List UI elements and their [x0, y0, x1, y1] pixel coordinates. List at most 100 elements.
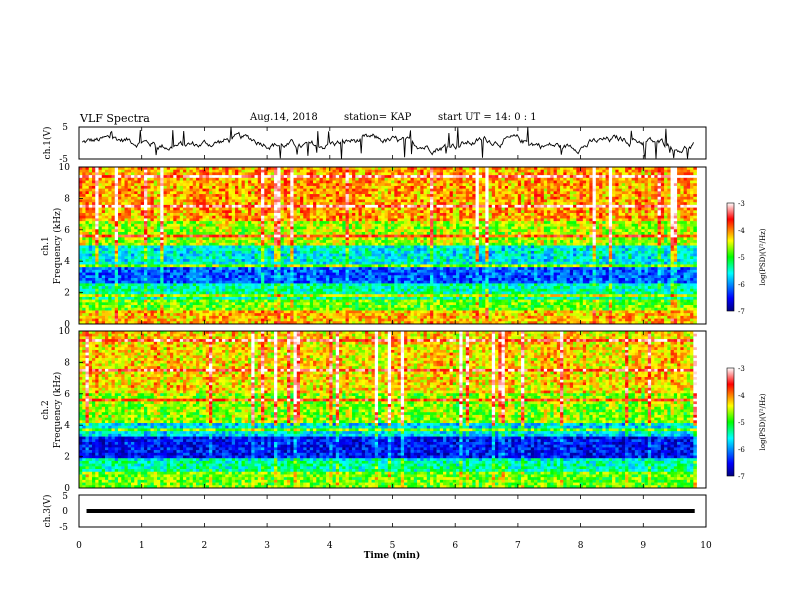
- spectrogram-cell: [290, 185, 294, 189]
- spectrogram-cell: [228, 221, 233, 225]
- spectrogram-cell: [514, 226, 519, 230]
- spectrogram-cell: [638, 169, 642, 173]
- spectrogram-cell: [514, 231, 519, 235]
- spectrogram-cell: [553, 199, 558, 203]
- spectrogram-cell: [670, 194, 675, 198]
- spectrogram-cell: [400, 229, 405, 233]
- spectrogram-cell: [153, 199, 158, 203]
- spectrogram-cell: [290, 223, 294, 227]
- spectrogram-cell: [595, 188, 600, 192]
- spectrogram-cell: [361, 177, 366, 181]
- spectrogram-cell: [621, 207, 626, 211]
- spectrogram-cell: [680, 213, 684, 217]
- spectrogram-cell: [608, 202, 613, 206]
- spectrogram-cell: [534, 185, 538, 189]
- spectrogram-cell: [462, 215, 467, 219]
- spectrogram-cell: [621, 188, 626, 192]
- spectrogram-cell: [270, 194, 275, 198]
- spectrogram-cell: [293, 207, 298, 211]
- spectrogram-cell: [449, 202, 454, 206]
- spectrogram-cell: [225, 231, 229, 235]
- spectrogram-cell: [254, 223, 259, 227]
- spectrogram-cell: [92, 226, 96, 230]
- spectrogram-cell: [114, 183, 119, 187]
- spectrogram-cell: [196, 180, 200, 184]
- spectrogram-cell: [85, 188, 90, 192]
- spectrogram-cell: [397, 210, 402, 214]
- spectrogram-cell: [85, 218, 90, 222]
- spectrogram-cell: [98, 177, 103, 181]
- spectrogram-cell: [449, 169, 454, 173]
- spectrogram-cell: [374, 223, 379, 227]
- spectrogram-cell: [368, 191, 372, 195]
- spectrogram-cell: [534, 226, 538, 230]
- spectrogram-cell: [469, 167, 473, 171]
- spectrogram-cell: [446, 183, 450, 187]
- spectrogram-cell: [540, 191, 545, 195]
- spectrogram-cell: [530, 202, 535, 206]
- spectrogram-cell: [556, 221, 561, 225]
- spectrogram-cell: [586, 167, 590, 171]
- spectrogram-cell: [147, 202, 151, 206]
- spectrogram-cell: [355, 218, 359, 222]
- spectrogram-cell: [157, 207, 161, 211]
- spectrogram-cell: [348, 167, 353, 171]
- spectrogram-cell: [335, 226, 340, 230]
- spectrogram-cell: [599, 210, 603, 214]
- spectrogram-cell: [222, 231, 226, 235]
- spectrogram-cell: [621, 177, 626, 181]
- spectrogram-cell: [348, 218, 353, 222]
- spectrogram-cell: [134, 226, 138, 230]
- spectrogram-cell: [498, 183, 502, 187]
- spectrogram-cell: [664, 210, 668, 214]
- spectrogram-cell: [615, 194, 619, 198]
- spectrogram-cell: [498, 185, 502, 189]
- spectrogram-cell: [303, 188, 307, 192]
- spectrogram-cell: [241, 167, 246, 171]
- spectrogram-cell: [140, 194, 145, 198]
- spectrogram-cell: [248, 229, 252, 233]
- spectrogram-cell: [157, 229, 161, 233]
- spectrogram-cell: [673, 226, 678, 230]
- spectrogram-cell: [553, 223, 558, 227]
- spectrogram-cell: [215, 237, 220, 241]
- spectrogram-cell: [680, 202, 684, 206]
- spectrogram-cell: [215, 213, 220, 217]
- spectrogram-cell: [137, 191, 142, 195]
- spectrogram-cell: [235, 231, 239, 235]
- spectrogram-cell: [150, 185, 155, 189]
- spectrogram-cell: [342, 210, 346, 214]
- spectrogram-cell: [465, 188, 470, 192]
- spectrogram-cell: [332, 196, 337, 200]
- spectrogram-cell: [683, 172, 688, 176]
- spectrogram-cell: [576, 191, 580, 195]
- spectrogram-cell: [241, 196, 246, 200]
- spectrogram-cell: [410, 180, 415, 184]
- spectrogram-cell: [384, 213, 389, 217]
- spectrogram-cell: [569, 202, 574, 206]
- spectrogram-cell: [628, 213, 632, 217]
- spectrogram-cell: [391, 196, 395, 200]
- spectrogram-cell: [452, 202, 457, 206]
- spectrogram-cell: [553, 215, 558, 219]
- spectrogram-cell: [469, 234, 473, 238]
- spectrogram-cell: [241, 207, 246, 211]
- spectrogram-cell: [651, 196, 655, 200]
- spectrogram-cell: [657, 188, 662, 192]
- spectrogram-cell: [677, 169, 681, 173]
- spectrogram-cell: [644, 199, 649, 203]
- spectrogram-cell: [488, 196, 493, 200]
- spectrogram-cell: [514, 202, 519, 206]
- spectrogram-cell: [517, 172, 522, 176]
- spectrogram-cell: [170, 207, 174, 211]
- spectrogram-cell: [160, 229, 164, 233]
- spectrogram-cell: [443, 172, 447, 176]
- spectrogram-cell: [228, 169, 233, 173]
- spectrogram-cell: [118, 191, 122, 195]
- spectrogram-cell: [660, 191, 665, 195]
- spectrogram-cell: [134, 180, 138, 184]
- spectrogram-cell: [394, 204, 398, 208]
- spectrogram-cell: [478, 183, 483, 187]
- spectrogram-cell: [140, 180, 145, 184]
- spectrogram-cell: [121, 167, 125, 171]
